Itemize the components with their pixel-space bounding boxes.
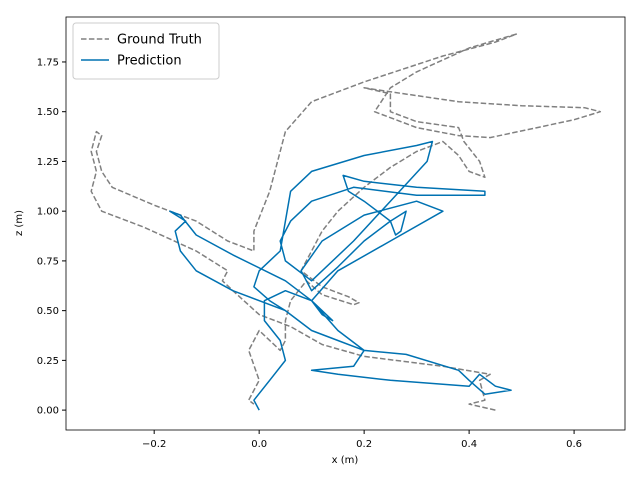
plot-frame xyxy=(65,16,626,431)
x-axis-label: x (m) xyxy=(332,455,359,466)
y-tick-label: 1.50 xyxy=(37,107,59,118)
x-tick-label: 0.4 xyxy=(461,439,477,450)
y-tick-label: 1.75 xyxy=(37,57,59,68)
legend-label: Ground Truth xyxy=(117,33,202,48)
y-tick-label: 0.00 xyxy=(37,406,59,417)
x-tick-label: 0.6 xyxy=(566,439,582,450)
y-tick-label: 0.75 xyxy=(37,256,59,267)
x-tick-label: 0.2 xyxy=(356,439,372,450)
legend-box xyxy=(72,22,220,80)
series-line xyxy=(169,140,512,411)
x-tick-label: −0.2 xyxy=(142,439,166,450)
x-tick-label: 0.0 xyxy=(251,439,267,450)
series-line xyxy=(90,33,602,411)
y-tick-label: 0.50 xyxy=(37,306,59,317)
y-axis-label: z (m) xyxy=(14,210,25,236)
y-tick-label: 1.00 xyxy=(37,207,59,218)
y-tick-label: 1.25 xyxy=(37,157,59,168)
y-tick-label: 0.25 xyxy=(37,356,59,367)
legend-label: Prediction xyxy=(117,54,182,69)
